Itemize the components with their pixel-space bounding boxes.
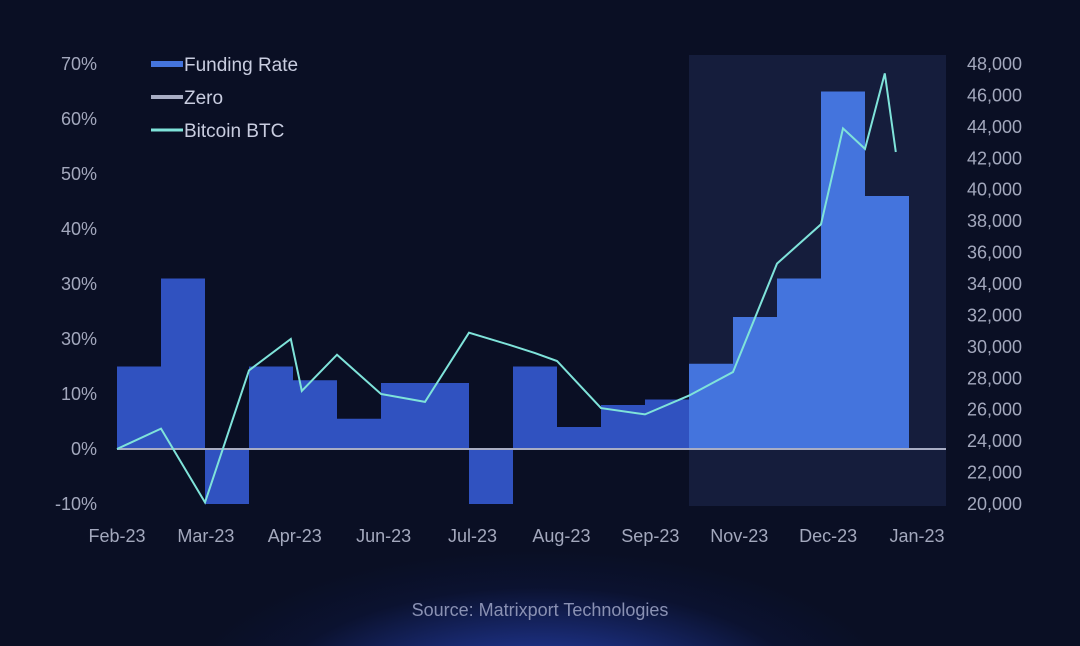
funding-rate-bar — [161, 278, 205, 449]
y-left-tick-label: -10% — [55, 494, 97, 514]
y-left-tick-label: 0% — [71, 439, 97, 459]
legend-swatch-bitcoin-btc — [151, 128, 183, 132]
y-left-tick-label: 60% — [61, 109, 97, 129]
funding-rate-bar — [777, 278, 821, 449]
funding-rate-bar — [117, 366, 161, 449]
y-left-tick-label: 10% — [61, 384, 97, 404]
y-left-tick-label: 50% — [61, 164, 97, 184]
legend-label: Funding Rate — [184, 55, 298, 76]
legend-swatch-funding-rate — [151, 61, 183, 67]
x-tick-label: Feb-23 — [88, 526, 145, 546]
funding-rate-bar — [601, 405, 645, 449]
funding-rate-bar — [645, 399, 689, 449]
y-right-tick-label: 48,000 — [967, 54, 1022, 74]
bitcoin-btc-line — [116, 73, 897, 505]
legend-label: Bitcoin BTC — [184, 121, 284, 142]
y-right-tick-label: 20,000 — [967, 494, 1022, 514]
y-right-tick-label: 42,000 — [967, 148, 1022, 168]
x-tick-label: Apr-23 — [268, 526, 322, 546]
x-tick-label: Aug-23 — [532, 526, 590, 546]
funding-rate-bar — [733, 317, 777, 449]
funding-rate-bar — [557, 427, 601, 449]
funding-rate-bar — [337, 418, 381, 449]
y-right-tick-label: 28,000 — [967, 368, 1022, 388]
y-right-tick-label: 26,000 — [967, 400, 1022, 420]
x-tick-label: Jan-23 — [889, 526, 944, 546]
funding-rate-bar — [469, 449, 513, 504]
y-right-tick-label: 44,000 — [967, 117, 1022, 137]
funding-rate-bar — [249, 366, 293, 449]
funding-rate-bar — [205, 449, 249, 504]
x-tick-label: Jul-23 — [448, 526, 497, 546]
x-tick-label: Jun-23 — [356, 526, 411, 546]
funding-rate-bar — [689, 363, 733, 449]
x-tick-label: Mar-23 — [177, 526, 234, 546]
y-right-tick-label: 40,000 — [967, 180, 1022, 200]
funding-rate-bar — [425, 383, 469, 449]
funding-rate-bar — [513, 366, 557, 449]
legend-label: Zero — [184, 88, 223, 109]
funding-rate-bar — [293, 380, 337, 449]
y-left-tick-label: 30% — [61, 274, 97, 294]
x-tick-label: Sep-23 — [621, 526, 679, 546]
y-left-tick-label: 70% — [61, 54, 97, 74]
y-left-tick-label: 40% — [61, 219, 97, 239]
funding-rate-bar — [381, 383, 425, 449]
y-right-tick-label: 36,000 — [967, 243, 1022, 263]
y-left-tick-label: 30% — [61, 329, 97, 349]
y-right-tick-label: 34,000 — [967, 274, 1022, 294]
funding-rate-bar — [865, 196, 909, 449]
legend-swatch-zero — [151, 95, 183, 99]
x-tick-label: Nov-23 — [710, 526, 768, 546]
y-right-tick-label: 30,000 — [967, 337, 1022, 357]
y-right-tick-label: 24,000 — [967, 431, 1022, 451]
y-right-tick-label: 46,000 — [967, 85, 1022, 105]
funding-rate-bar — [821, 91, 865, 449]
y-right-tick-label: 32,000 — [967, 305, 1022, 325]
y-right-tick-label: 22,000 — [967, 463, 1022, 483]
x-tick-label: Dec-23 — [799, 526, 857, 546]
y-right-tick-label: 38,000 — [967, 211, 1022, 231]
funding-rate-vs-btc-chart: 70% 60% 50% 40% 30% 30% 10% 0% -10% 48,000 46,000 4… — [55, 54, 1022, 546]
source-note: Source: Matrixport Technologies — [411, 600, 669, 620]
